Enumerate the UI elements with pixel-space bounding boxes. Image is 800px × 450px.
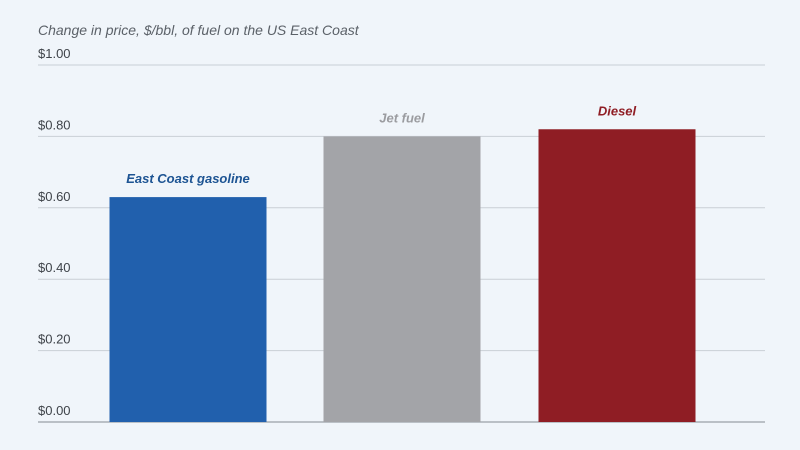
bar bbox=[323, 136, 481, 422]
bar-label: Jet fuel bbox=[379, 110, 425, 125]
y-tick-label: $0.40 bbox=[38, 260, 71, 275]
bar bbox=[538, 129, 696, 422]
y-tick-label: $0.60 bbox=[38, 189, 71, 204]
y-axis-title: Change in price, $/bbl, of fuel on the U… bbox=[38, 22, 359, 38]
y-tick-label: $1.00 bbox=[38, 46, 71, 61]
bar-label: East Coast gasoline bbox=[126, 171, 250, 186]
y-tick-label: $0.20 bbox=[38, 332, 71, 347]
bar bbox=[109, 197, 267, 422]
bar-label: Diesel bbox=[598, 103, 637, 118]
y-tick-label: $0.00 bbox=[38, 403, 71, 418]
y-tick-label: $0.80 bbox=[38, 117, 71, 132]
